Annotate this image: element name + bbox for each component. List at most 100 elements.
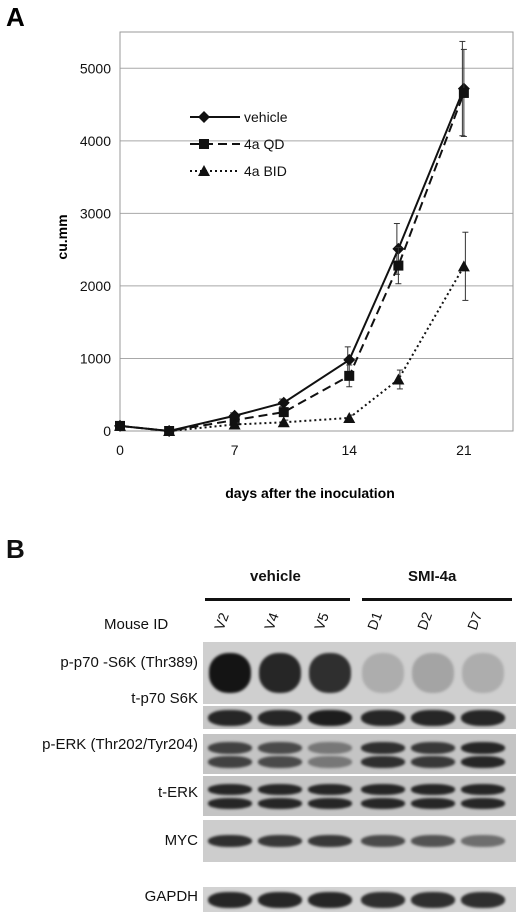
lane-label: D1 [363,609,386,632]
y-tick-label: 0 [103,423,111,439]
data-point [458,87,469,98]
blot-band [361,835,405,847]
data-point [457,260,470,272]
y-tick-label: 4000 [80,133,111,149]
blot-band [362,653,404,693]
data-point [343,353,356,366]
blot-band [361,784,405,795]
data-point [278,407,289,418]
group-label-smi4a: SMI-4a [408,568,457,585]
blot-band [361,709,405,726]
series-4a-bid [114,231,470,436]
grid-lines [120,67,513,359]
data-point [393,260,404,271]
lane-label: D7 [463,609,486,632]
blot-row-label: GAPDH [144,888,198,905]
blot-row-label: t-ERK [157,784,198,801]
data-point [228,418,241,430]
blot-strip [203,776,516,816]
x-tick-label: 21 [456,442,472,458]
x-tick-label: 7 [231,442,239,458]
series-line [119,88,465,433]
legend-entry: 4a QD [244,136,284,152]
blot-band [308,756,352,768]
blot-band [209,653,251,693]
x-axis-title: days after the inoculation [225,485,395,501]
blot-row-label: MYC [164,832,198,849]
data-point [392,373,405,385]
blot-band [258,784,302,795]
blot-band [411,798,455,809]
blot-strip [203,734,516,774]
x-tick-label: 14 [341,442,357,458]
blot-band [309,653,351,693]
blot-band [411,891,455,908]
blot-band [208,891,252,908]
y-tick-label: 5000 [80,60,111,76]
lane-label: V5 [310,610,332,632]
lane-label: V4 [260,610,282,632]
data-point [344,370,355,381]
series-line [119,92,465,433]
series-vehicle [114,40,470,437]
blot-band [361,891,405,908]
lane-label: D2 [413,609,436,632]
blot-band [461,742,505,754]
lane-label: V2 [210,610,232,632]
blot-band [411,835,455,847]
blot-band [411,742,455,754]
blot-strip [203,642,516,704]
blot-band [461,709,505,726]
data-point [114,419,126,431]
blot-strip [203,887,516,912]
series-group [114,40,470,437]
x-tick-labels: 0 7 14 21 [116,442,472,458]
blot-band [258,756,302,768]
blot-band [461,798,505,809]
legend-marker [199,139,209,149]
blot-band [208,835,252,847]
x-tick-label: 0 [116,442,124,458]
blot-row-label: p-ERK (Thr202/Tyr204) [42,736,198,753]
blot-band [412,653,454,693]
blot-row-label: p-p70 -S6K (Thr389) [60,654,198,671]
blot-band [462,653,504,693]
blot-band [308,798,352,809]
series-line [119,265,465,433]
blot-band [411,784,455,795]
blot-band [308,784,352,795]
blot-band [461,891,505,908]
blot-band [308,742,352,754]
blot-band [361,756,405,768]
series-4a-qd [115,48,469,436]
blot-band [361,742,405,754]
y-tick-labels: 0 1000 2000 3000 4000 5000 [80,60,111,439]
mouse-id-label: Mouse ID [104,616,169,633]
plot-area [119,31,514,432]
y-tick-label: 1000 [80,350,111,366]
blot-band [308,835,352,847]
blot-band [308,891,352,908]
western-blot-panel: B vehicle SMI-4a Mouse ID V2 V4 V5 D1 D2 D7 p… [0,530,520,916]
data-point [343,411,356,423]
legend-marker [198,111,210,123]
blot-band [208,798,252,809]
growth-chart: A 0 1000 2000 3000 4000 5000 0 7 14 21 cu.mm day… [6,2,514,501]
panel-b-letter: B [6,534,25,564]
blot-band [461,784,505,795]
data-point [277,396,290,409]
blot-band [208,756,252,768]
blot-strip [203,706,516,729]
blot-band [259,653,301,693]
blot-band [411,709,455,726]
blot-band [258,891,302,908]
y-tick-label: 2000 [80,278,111,294]
data-point [163,425,176,436]
y-axis-title: cu.mm [54,214,70,259]
blot-band [258,742,302,754]
panel-a-letter: A [6,2,25,32]
legend-entry: 4a BID [244,163,287,179]
blot-strip [203,820,516,862]
blot-band [361,798,405,809]
blot-band [411,756,455,768]
